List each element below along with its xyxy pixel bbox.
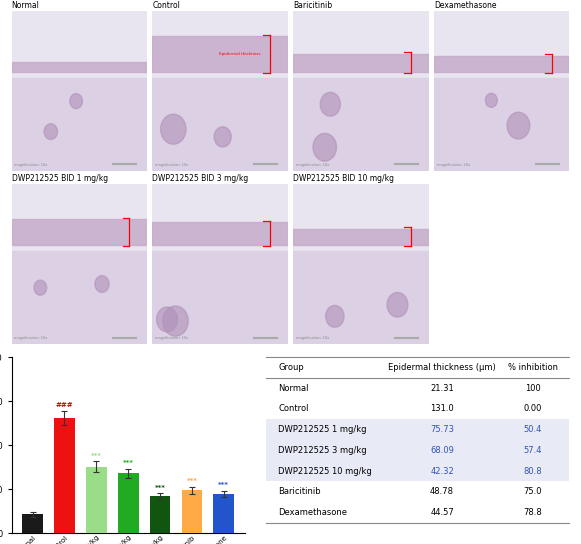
Text: ***: *** — [155, 485, 166, 491]
Polygon shape — [12, 251, 147, 344]
Text: 78.8: 78.8 — [523, 508, 543, 517]
Circle shape — [44, 123, 58, 139]
Bar — [266, 399, 569, 419]
Text: magnification: 10x: magnification: 10x — [155, 336, 188, 340]
Bar — [266, 502, 569, 523]
Bar — [266, 461, 569, 481]
Polygon shape — [152, 251, 288, 344]
Bar — [54, 418, 75, 533]
Text: DWP212525 1 mg/kg: DWP212525 1 mg/kg — [278, 425, 367, 434]
Bar — [150, 496, 170, 533]
Polygon shape — [12, 62, 147, 72]
Text: magnification: 10x: magnification: 10x — [296, 163, 329, 167]
Circle shape — [313, 133, 336, 161]
Bar — [118, 473, 139, 533]
Text: Control: Control — [152, 1, 180, 10]
Circle shape — [507, 112, 530, 139]
Text: 50.4: 50.4 — [524, 425, 542, 434]
Polygon shape — [293, 251, 429, 344]
Text: magnification: 10x: magnification: 10x — [155, 163, 188, 167]
Text: Dexamethasone: Dexamethasone — [434, 1, 497, 10]
Bar — [182, 490, 202, 533]
Text: ***: *** — [218, 482, 229, 488]
Polygon shape — [152, 78, 288, 171]
Text: ***: *** — [123, 460, 134, 466]
Text: ###: ### — [56, 402, 73, 408]
Circle shape — [387, 293, 408, 317]
Text: magnification: 10x: magnification: 10x — [437, 163, 470, 167]
Polygon shape — [293, 229, 429, 245]
Text: 68.09: 68.09 — [430, 446, 454, 455]
Text: DWP212525 10 mg/kg: DWP212525 10 mg/kg — [278, 467, 372, 475]
Text: 57.4: 57.4 — [523, 446, 542, 455]
Text: 48.78: 48.78 — [430, 487, 454, 496]
Circle shape — [34, 280, 46, 295]
Bar — [266, 440, 569, 461]
Text: ***: *** — [187, 478, 198, 484]
Bar — [22, 515, 43, 533]
Text: Baricitinib: Baricitinib — [278, 487, 321, 496]
Text: 75.0: 75.0 — [523, 487, 542, 496]
Text: Control: Control — [278, 404, 309, 413]
Text: DWP212525 BID 3 mg/kg: DWP212525 BID 3 mg/kg — [152, 174, 249, 183]
Bar — [266, 378, 569, 399]
Circle shape — [160, 114, 186, 144]
Text: DWP212525 BID 10 mg/kg: DWP212525 BID 10 mg/kg — [293, 174, 394, 183]
Circle shape — [325, 305, 344, 327]
Text: 42.32: 42.32 — [430, 467, 454, 475]
Polygon shape — [12, 219, 147, 245]
Text: 100: 100 — [525, 384, 541, 393]
Text: % inhibition: % inhibition — [508, 363, 558, 372]
Text: Epidermal thickness (μm): Epidermal thickness (μm) — [388, 363, 496, 372]
Text: 75.73: 75.73 — [430, 425, 454, 434]
Circle shape — [156, 307, 178, 332]
Circle shape — [320, 92, 340, 116]
Text: 131.0: 131.0 — [430, 404, 454, 413]
Circle shape — [163, 306, 188, 336]
Text: DWP212525 BID 1 mg/kg: DWP212525 BID 1 mg/kg — [12, 174, 107, 183]
Text: 21.31: 21.31 — [430, 384, 454, 393]
Bar — [266, 481, 569, 502]
Text: Epidermal thickness: Epidermal thickness — [219, 52, 261, 56]
Bar — [86, 467, 107, 533]
Circle shape — [70, 94, 83, 109]
Polygon shape — [293, 54, 429, 72]
Text: ***: *** — [91, 453, 102, 459]
Text: Dexamethasone: Dexamethasone — [278, 508, 347, 517]
Text: magnification: 10x: magnification: 10x — [296, 336, 329, 340]
Text: DWP212525 3 mg/kg: DWP212525 3 mg/kg — [278, 446, 367, 455]
Polygon shape — [152, 222, 288, 245]
Polygon shape — [434, 55, 569, 72]
Text: magnification: 10x: magnification: 10x — [15, 336, 48, 340]
Polygon shape — [12, 78, 147, 171]
Bar — [266, 419, 569, 440]
Circle shape — [95, 276, 109, 293]
Text: 80.8: 80.8 — [523, 467, 542, 475]
Polygon shape — [152, 36, 288, 72]
Text: 44.57: 44.57 — [430, 508, 454, 517]
Text: Normal: Normal — [278, 384, 309, 393]
Circle shape — [485, 93, 497, 107]
Bar — [266, 357, 569, 378]
Polygon shape — [293, 78, 429, 171]
Text: Group: Group — [278, 363, 304, 372]
Text: Normal: Normal — [12, 1, 40, 10]
Text: magnification: 10x: magnification: 10x — [15, 163, 48, 167]
Circle shape — [214, 127, 231, 147]
Text: Baricitinib: Baricitinib — [293, 1, 332, 10]
Polygon shape — [434, 78, 569, 171]
Text: 0.00: 0.00 — [524, 404, 542, 413]
Bar — [213, 494, 234, 533]
